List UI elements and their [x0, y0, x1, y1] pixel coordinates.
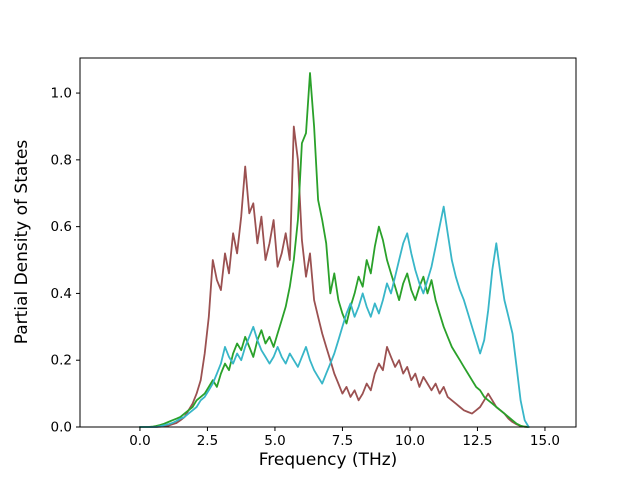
data-line-green — [138, 72, 530, 428]
y-tick-label: 0.4 — [51, 286, 72, 302]
x-tick-label: 0.0 — [129, 433, 150, 449]
y-tick-label: 0.2 — [51, 353, 72, 369]
x-tick-label: 15.0 — [530, 433, 560, 449]
x-tick-label: 5.0 — [264, 433, 285, 449]
x-tick-label: 10.0 — [395, 433, 425, 449]
plot-frame — [79, 57, 577, 428]
y-tick-label: 0.0 — [51, 420, 72, 436]
data-line-maroon — [138, 125, 530, 428]
x-tick-label: 7.5 — [332, 433, 353, 449]
x-tick-label: 12.5 — [462, 433, 492, 449]
x-axis-label: Frequency (THz) — [259, 450, 398, 470]
data-line-cyan — [138, 205, 530, 428]
x-tick-label: 2.5 — [197, 433, 218, 449]
y-tick-label: 0.6 — [51, 219, 72, 235]
y-tick-label: 1.0 — [51, 86, 72, 102]
y-tick-label: 0.8 — [51, 152, 72, 168]
y-axis-label: Partial Density of States — [12, 140, 32, 345]
